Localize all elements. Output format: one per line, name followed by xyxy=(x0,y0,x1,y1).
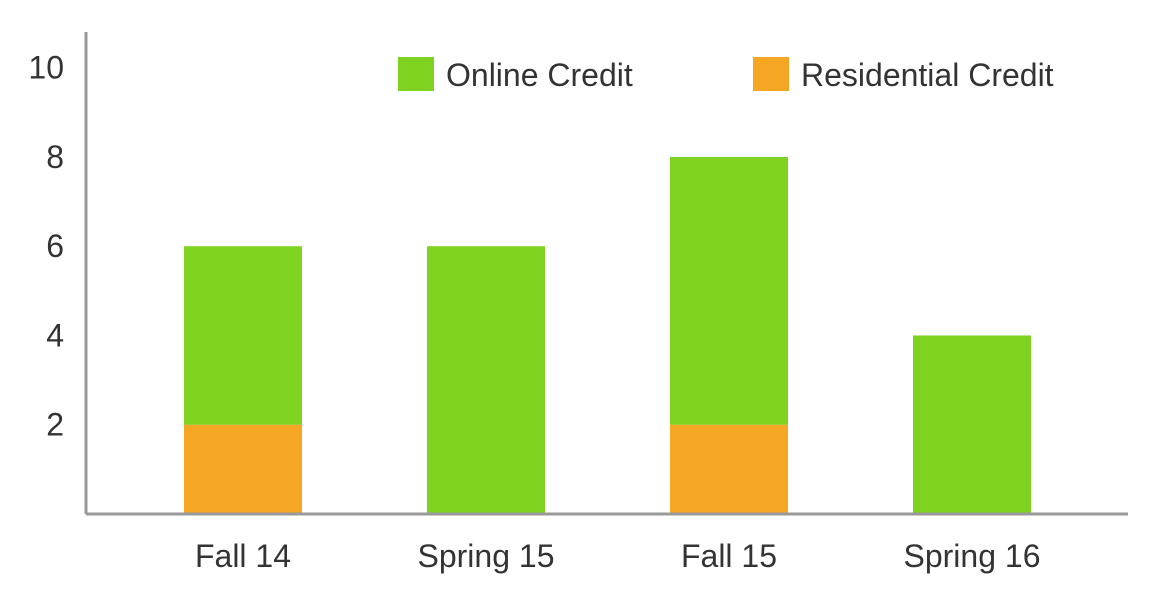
x-category-label: Fall 15 xyxy=(681,538,777,574)
x-category-label: Fall 14 xyxy=(195,538,291,574)
legend: Online Credit Residential Credit xyxy=(398,57,1054,93)
x-category-label: Spring 15 xyxy=(418,538,555,574)
legend-swatch-residential-credit xyxy=(753,57,789,91)
y-tick-label: 2 xyxy=(46,407,64,443)
bar-online-credit-fall-14 xyxy=(184,246,302,425)
x-category-labels: Fall 14 Spring 15 Fall 15 Spring 16 xyxy=(195,538,1041,574)
y-tick-label: 8 xyxy=(46,139,64,175)
bar-residential-credit-fall-14 xyxy=(184,424,302,514)
y-tick-labels: 2 4 6 8 10 xyxy=(28,50,64,443)
bar-residential-credit-fall-15 xyxy=(670,424,788,514)
bar-online-credit-fall-15 xyxy=(670,156,788,425)
bar-online-credit-spring-16 xyxy=(913,335,1031,514)
bar-online-credit-spring-15 xyxy=(427,246,545,514)
legend-swatch-online-credit xyxy=(398,57,434,91)
y-tick-label: 6 xyxy=(46,228,64,264)
y-tick-label: 4 xyxy=(46,317,64,353)
bars-layer xyxy=(184,156,1031,514)
x-category-label: Spring 16 xyxy=(904,538,1041,574)
legend-label-residential-credit: Residential Credit xyxy=(801,57,1054,93)
y-tick-label: 10 xyxy=(28,50,64,86)
legend-label-online-credit: Online Credit xyxy=(446,57,633,93)
